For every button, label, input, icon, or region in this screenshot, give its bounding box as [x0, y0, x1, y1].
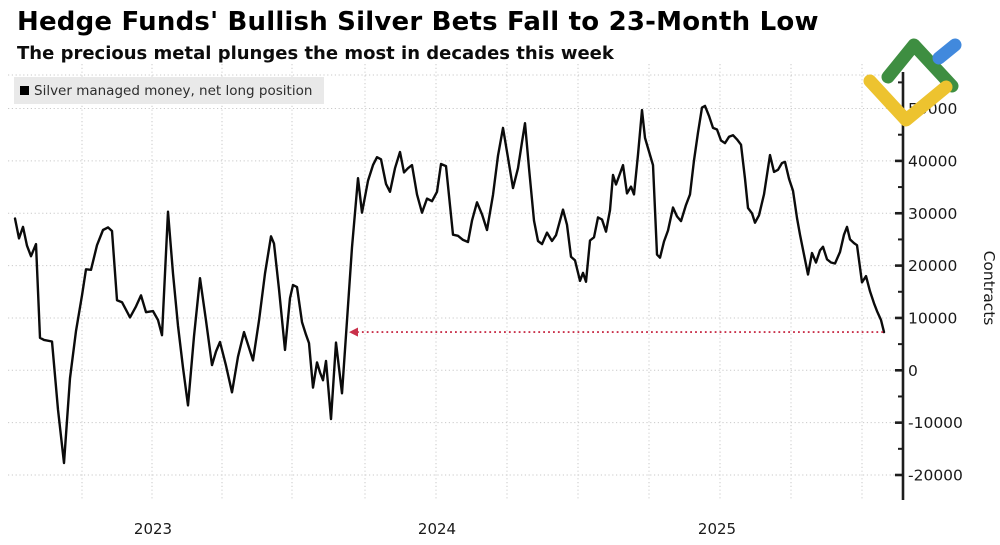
annotation-layer: [349, 327, 884, 337]
x-year-label: 2024: [418, 520, 456, 538]
series-layer: [13, 104, 886, 465]
axis-layer: 50000400003000020000100000-10000-2000020…: [134, 72, 963, 538]
y-tick-label: 0: [908, 362, 918, 380]
grid-layer: [8, 64, 897, 500]
chart-subtitle: The precious metal plunges the most in d…: [17, 43, 614, 64]
chart-title: Hedge Funds' Bullish Silver Bets Fall to…: [17, 7, 819, 37]
y-tick-label: 20000: [908, 257, 957, 275]
y-tick-label: 40000: [908, 152, 957, 170]
legend-label: Silver managed money, net long position: [34, 82, 313, 99]
y-tick-label: 30000: [908, 205, 957, 223]
y-axis-title: Contracts: [980, 251, 998, 326]
logo-trend-icon: [881, 38, 959, 93]
x-year-label: 2023: [134, 520, 172, 538]
silver-net-long-line: [13, 104, 886, 465]
litefinance-logo: [863, 38, 962, 127]
logo-blue-tip-icon: [932, 38, 962, 65]
trend-arrow-head: [349, 327, 358, 337]
legend: Silver managed money, net long position: [14, 77, 325, 104]
y-tick-label: -10000: [908, 414, 963, 432]
y-tick-label: 10000: [908, 309, 957, 327]
x-year-label: 2025: [698, 520, 736, 538]
legend-swatch-icon: [20, 86, 29, 95]
y-tick-label: -20000: [908, 467, 963, 485]
logo-check-icon: [863, 74, 953, 127]
